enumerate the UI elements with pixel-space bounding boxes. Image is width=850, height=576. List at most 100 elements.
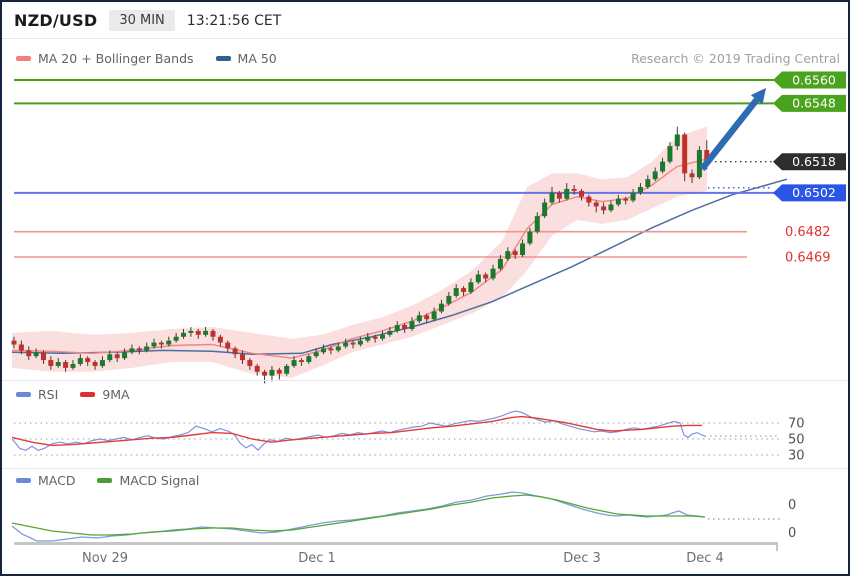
candle-up <box>505 251 511 259</box>
candle-up <box>497 258 503 269</box>
rsi-swatch <box>16 392 31 397</box>
candle-up <box>520 243 526 256</box>
legend-item-macd-signal: MACD Signal <box>97 473 199 488</box>
candle-up <box>357 340 363 345</box>
rsi-series-9ma <box>11 415 702 447</box>
candle-up <box>637 186 643 193</box>
x-axis-label-nov-29: Nov 29 <box>81 551 129 566</box>
candle-down <box>483 274 489 279</box>
candle-down <box>136 348 142 351</box>
candle-up <box>99 360 105 366</box>
price-rsi-divider <box>2 380 848 381</box>
candle-up <box>652 171 658 180</box>
macd-axis-label-1: 0 <box>788 526 796 541</box>
macd-label: MACD <box>38 473 76 488</box>
candle-up <box>674 134 680 147</box>
candle-up <box>387 330 393 335</box>
candle-up <box>645 179 651 187</box>
price-tag-0.6548 <box>773 94 846 112</box>
candle-up <box>129 348 135 353</box>
candle-up <box>122 352 128 359</box>
price-level-text-0.6469: 0.6469 <box>785 251 831 266</box>
candle-down <box>232 348 238 355</box>
price-tag-text-0.6560: 0.6560 <box>792 72 836 87</box>
candle-down <box>512 251 518 256</box>
candle-up <box>468 282 474 293</box>
price-tag-text-0.6502: 0.6502 <box>792 185 836 200</box>
legend-item-9ma: 9MA <box>80 387 130 402</box>
candle-down <box>601 206 607 211</box>
candle-up <box>615 198 621 205</box>
macd-swatch <box>16 478 31 483</box>
rsi-legend: RSI 9MA <box>16 387 144 402</box>
candle-up <box>33 352 39 357</box>
price-tag-text-0.6548: 0.6548 <box>792 96 836 111</box>
price-tag-0.6518 <box>773 153 846 171</box>
price-level-text-0.6482: 0.6482 <box>785 225 831 240</box>
ma50-label: MA 50 <box>237 51 277 66</box>
candle-up <box>527 231 533 244</box>
candle-down <box>623 198 629 201</box>
legend-item-rsi: RSI <box>16 387 58 402</box>
candle-up <box>380 334 385 339</box>
candle-down <box>350 342 356 345</box>
candle-down <box>239 354 245 361</box>
macd-signal-label: MACD Signal <box>119 473 200 488</box>
macd-axis-label-0: 0 <box>788 498 796 513</box>
time-axis-bar[interactable] <box>14 542 778 545</box>
candle-up <box>284 365 290 374</box>
candle-down <box>40 352 46 361</box>
candle-up <box>431 311 437 320</box>
candle-down <box>262 371 268 376</box>
legend-item-macd: MACD <box>16 473 75 488</box>
rsi-axis-label-50: 50 <box>788 433 805 448</box>
nine-ma-label: 9MA <box>102 387 130 402</box>
rsi-label: RSI <box>38 387 59 402</box>
price-legend: MA 20 + Bollinger Bands MA 50 <box>16 51 291 66</box>
candle-down <box>18 344 24 351</box>
candle-up <box>321 348 327 353</box>
candle-up <box>269 369 275 376</box>
candle-up <box>630 192 636 201</box>
candle-down <box>424 315 430 320</box>
candle-up <box>343 342 349 347</box>
candle-up <box>335 346 341 351</box>
legend-item-ma50: MA 50 <box>215 51 277 66</box>
candle-up <box>549 192 555 203</box>
candle-up <box>77 358 83 364</box>
candle-up <box>475 274 481 283</box>
price-tag-0.6560 <box>773 71 846 89</box>
candle-down <box>689 173 695 178</box>
bullish-arrow-head <box>750 88 766 105</box>
candle-up <box>438 303 444 312</box>
macd-series-macd-signal <box>11 494 706 536</box>
candle-up <box>107 354 113 361</box>
candle-up <box>534 216 540 232</box>
header-divider <box>2 38 848 39</box>
chart-header: NZD/USD 30 MIN 13:21:56 CET <box>14 10 281 31</box>
candle-down <box>682 134 688 174</box>
timeframe-badge: 30 MIN <box>109 10 175 31</box>
candle-down <box>195 330 201 335</box>
candle-down <box>158 342 164 345</box>
candle-down <box>247 360 253 366</box>
candle-down <box>85 358 91 363</box>
candle-down <box>210 330 216 337</box>
candle-up <box>608 204 614 211</box>
candle-down <box>571 188 577 191</box>
bullish-arrow-shaft <box>699 97 760 172</box>
candle-down <box>63 362 69 368</box>
candle-down <box>48 360 54 366</box>
ma20-bollinger-label: MA 20 + Bollinger Bands <box>38 51 194 66</box>
ma50-swatch <box>215 56 231 61</box>
candle-up <box>490 268 496 279</box>
legend-item-ma20-bollinger: MA 20 + Bollinger Bands <box>16 51 194 66</box>
candle-up <box>151 342 157 347</box>
candle-up <box>453 288 459 296</box>
candle-up <box>181 332 187 337</box>
candle-down <box>276 369 282 374</box>
candle-up <box>365 336 371 341</box>
symbol-title: NZD/USD <box>14 11 98 30</box>
